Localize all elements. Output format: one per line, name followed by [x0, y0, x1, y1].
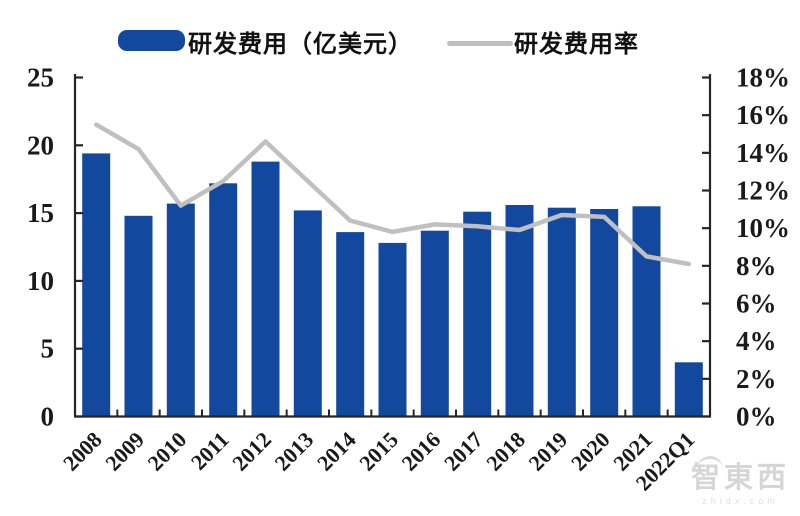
bar-2010: [166, 203, 195, 417]
right-axis-tick-label: 12%: [736, 176, 790, 206]
bar-2009: [124, 215, 153, 417]
x-axis-label-2014: 2014: [312, 427, 361, 476]
right-axis-tick-label: 4%: [736, 326, 777, 356]
bar-2017: [463, 211, 492, 417]
bar-2011: [209, 183, 238, 417]
legend-bar-swatch: [118, 30, 185, 51]
right-axis-tick-label: 2%: [736, 364, 777, 394]
bar-2012: [251, 161, 280, 417]
bar-2014: [336, 232, 365, 417]
ratio-line: [93, 122, 692, 267]
x-axis-label-2008: 2008: [58, 427, 107, 476]
x-axis-label-2016: 2016: [397, 427, 446, 476]
right-axis-tick-label: 8%: [736, 251, 777, 281]
x-axis-label-2009: 2009: [100, 427, 149, 476]
right-axis-tick-label: 14%: [736, 138, 790, 168]
legend-line-label: 研发费用率: [514, 32, 639, 58]
x-axis-label-2015: 2015: [354, 427, 403, 476]
watermark: 智東西 zhidx.com: [691, 456, 790, 506]
legend-line-swatch: [447, 41, 513, 46]
x-axis-label-2013: 2013: [270, 427, 319, 476]
right-axis-tick-label: 0%: [736, 402, 777, 432]
left-axis-tick-label: 0: [41, 402, 55, 432]
bar-series-group: [82, 153, 703, 417]
bar-2016: [420, 230, 449, 417]
bar-2015: [378, 242, 407, 417]
axis-lines: [73, 74, 712, 418]
left-axis-tick-label: 10: [27, 266, 54, 296]
right-axis-tick-label: 16%: [736, 100, 790, 130]
bar-2021: [632, 206, 661, 417]
legend-bar-label: 研发费用（亿美元）: [188, 32, 413, 58]
x-axis-label-2017: 2017: [439, 427, 488, 476]
line-series-group: [93, 122, 692, 267]
bar-2013: [293, 210, 322, 417]
x-axis-label-2018: 2018: [481, 427, 530, 476]
watermark-domain-text: zhidx.com: [702, 496, 779, 506]
bar-2022Q1: [674, 362, 703, 417]
bar-2008: [82, 153, 111, 417]
x-axis-label-2010: 2010: [143, 427, 192, 476]
left-axis-tick-label: 15: [27, 198, 54, 228]
bar-2020: [590, 209, 619, 417]
x-axis-label-2020: 2020: [566, 427, 615, 476]
left-axis-tick-label: 25: [27, 63, 54, 93]
axes-group: [73, 74, 712, 418]
x-axis-label-2011: 2011: [186, 427, 234, 475]
x-axis-label-2019: 2019: [524, 427, 573, 476]
right-axis-tick-label: 18%: [736, 63, 790, 93]
right-axis-tick-label: 10%: [736, 213, 790, 243]
right-axis-tick-label: 6%: [736, 289, 777, 319]
x-axis-label-2012: 2012: [227, 427, 276, 476]
bar-2018: [505, 205, 534, 417]
bar-2019: [547, 207, 576, 417]
left-axis-tick-label: 20: [27, 130, 54, 160]
watermark-arc-icon: [696, 456, 723, 470]
left-axis-tick-label: 5: [41, 334, 55, 364]
